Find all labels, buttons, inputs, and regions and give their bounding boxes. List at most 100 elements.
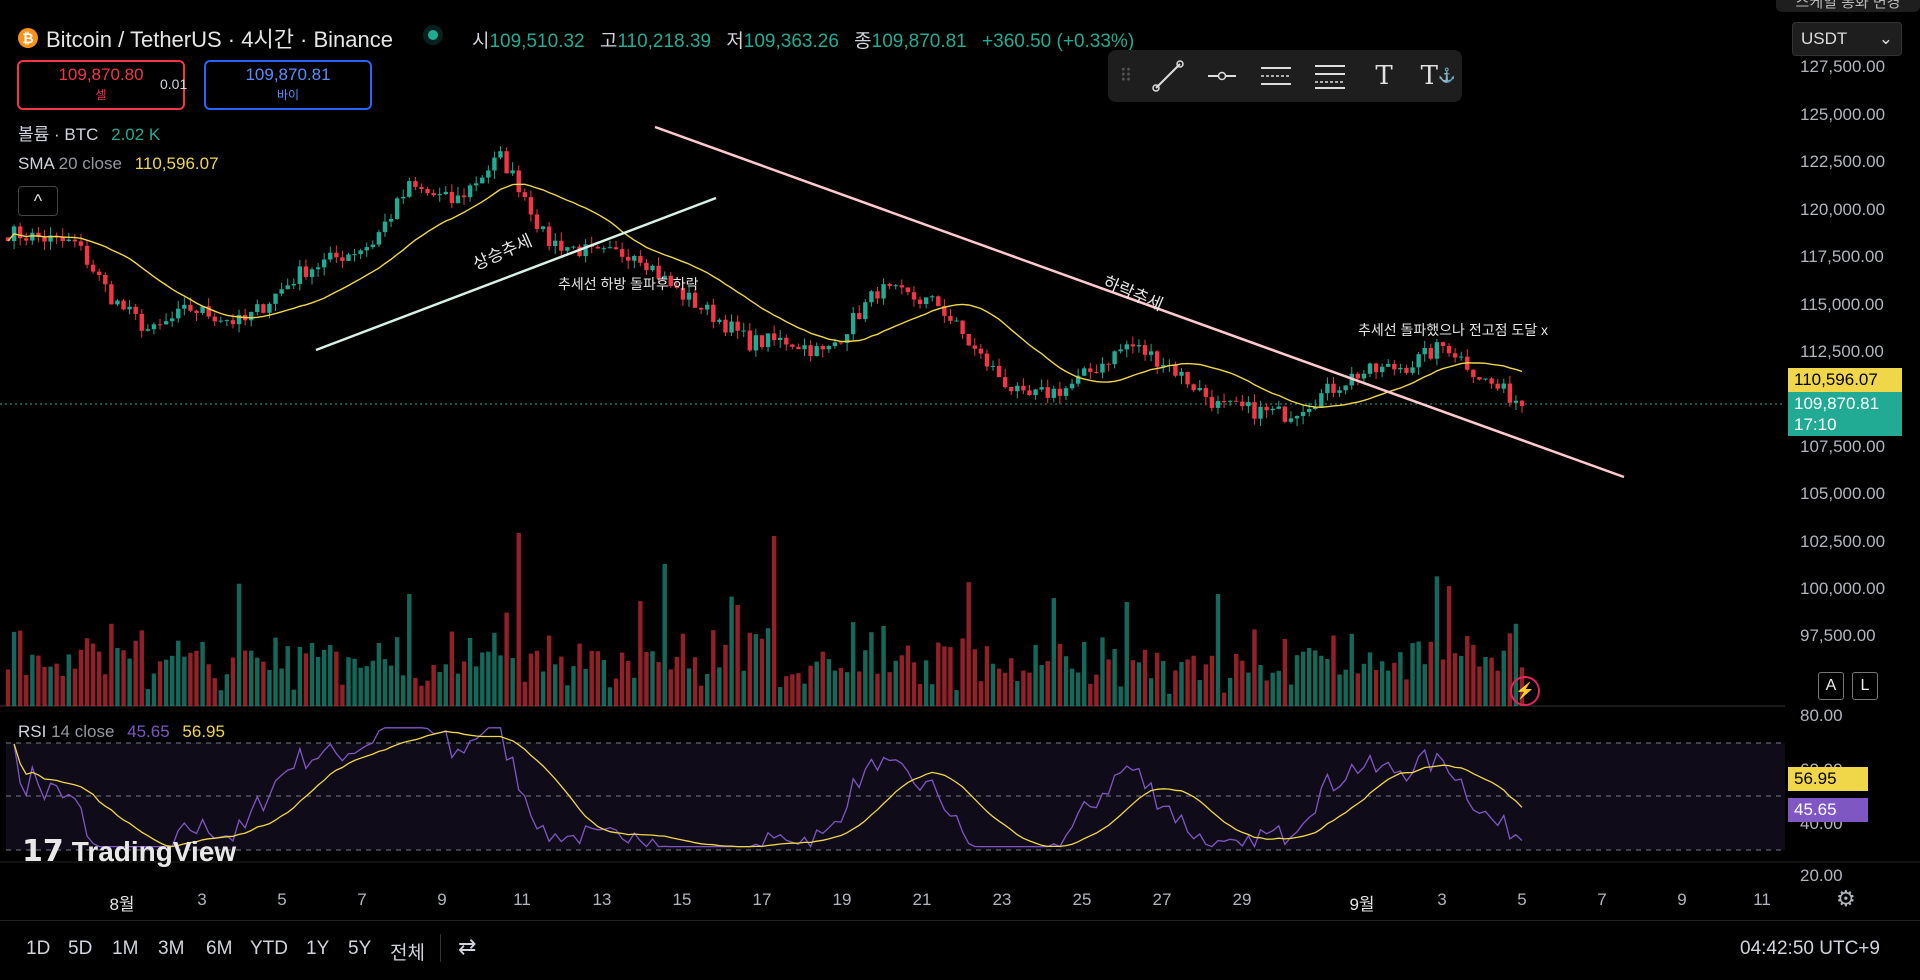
candle-body bbox=[1300, 412, 1306, 416]
candle-body bbox=[321, 259, 327, 268]
candle-body bbox=[1331, 383, 1336, 393]
candle-body bbox=[747, 330, 752, 351]
volume-bar bbox=[42, 667, 47, 706]
candle-body bbox=[218, 320, 224, 322]
volume-bar bbox=[1343, 669, 1348, 706]
anchored-text-icon[interactable]: T ⚓ bbox=[1420, 61, 1456, 91]
clock-time-zone[interactable]: 04:42:50 UTC+9 bbox=[1740, 938, 1880, 959]
buy-price: 109,870.81 bbox=[245, 65, 331, 84]
volume-bar bbox=[528, 653, 534, 706]
candle-body bbox=[662, 275, 667, 279]
breakdown-annotation[interactable]: 추세선 하방 돌파후 하락 bbox=[558, 276, 699, 292]
volume-bar bbox=[680, 633, 686, 706]
parallel-channel-icon[interactable] bbox=[1258, 58, 1294, 94]
candle-body bbox=[1130, 344, 1136, 347]
volume-bar bbox=[1051, 598, 1057, 706]
drag-handle-icon[interactable]: ⠿ bbox=[1119, 65, 1133, 87]
trendline-icon[interactable] bbox=[1150, 58, 1186, 94]
settings-gear-icon[interactable]: ⚙ bbox=[1836, 886, 1856, 911]
fib-icon[interactable] bbox=[1312, 58, 1348, 94]
candle-body bbox=[425, 188, 430, 194]
sell-price: 109,870.80 bbox=[58, 65, 144, 84]
volume-bar bbox=[735, 604, 740, 706]
candle-body bbox=[863, 302, 868, 320]
candle-body bbox=[346, 254, 351, 261]
volume-bar bbox=[893, 660, 898, 706]
candle-body bbox=[224, 320, 230, 322]
horizontal-ray-icon[interactable] bbox=[1204, 58, 1240, 94]
volume-bar bbox=[176, 640, 181, 706]
rsi-legend[interactable]: RSI 14 close 45.65 56.95 bbox=[18, 722, 225, 742]
symbol-title[interactable]: ₿ Bitcoin / TetherUS · 4시간 · Binance bbox=[18, 22, 393, 54]
candle-body bbox=[638, 256, 643, 263]
date-axis-label: 9월 bbox=[1349, 895, 1375, 914]
range-button-1m[interactable]: 1M bbox=[112, 938, 139, 959]
sma-legend-params: 20 close bbox=[58, 154, 122, 173]
candle-body bbox=[188, 304, 193, 311]
lightning-icon[interactable]: ⚡ bbox=[1510, 676, 1540, 706]
volume-bar bbox=[1124, 602, 1129, 706]
candle-body bbox=[814, 345, 819, 357]
range-button-5d[interactable]: 5D bbox=[68, 938, 93, 959]
auto-scale-button[interactable]: A bbox=[1818, 672, 1844, 700]
breakout-annotation[interactable]: 추세선 돌파했으나 전고점 도달 x bbox=[1358, 322, 1548, 338]
candle-body bbox=[206, 306, 211, 317]
chevron-up-icon: ^ bbox=[33, 190, 43, 211]
candle-body bbox=[1258, 406, 1263, 419]
candle-body bbox=[1410, 367, 1415, 373]
volume-bar bbox=[875, 673, 880, 706]
volume-legend[interactable]: 볼륨 · BTC 2.02 K bbox=[18, 120, 160, 145]
sma-legend[interactable]: SMA 20 close 110,596.07 bbox=[18, 154, 219, 174]
volume-bar bbox=[242, 650, 248, 706]
candle-body bbox=[1386, 363, 1391, 367]
volume-bar bbox=[480, 652, 485, 706]
volume-bar bbox=[461, 661, 467, 706]
sell-button[interactable]: 109,870.80 셀 bbox=[17, 60, 185, 110]
range-button-1d[interactable]: 1D bbox=[26, 938, 51, 959]
currency-select[interactable]: USDT ⌄ bbox=[1792, 22, 1902, 56]
open-value: 109,510.32 bbox=[489, 31, 585, 52]
date-axis-label: 27 bbox=[1152, 890, 1172, 909]
volume-bar bbox=[954, 690, 959, 706]
candle-body bbox=[960, 320, 965, 335]
date-range-icon[interactable]: ⇄ bbox=[458, 934, 477, 959]
range-button-1y[interactable]: 1Y bbox=[306, 938, 330, 959]
volume-bar bbox=[595, 651, 600, 706]
volume-bar bbox=[1094, 674, 1099, 706]
candle-body bbox=[382, 221, 388, 233]
date-axis-label: 17 bbox=[752, 890, 772, 909]
buy-button[interactable]: 109,870.81 바이 bbox=[204, 60, 372, 110]
text-icon[interactable]: T bbox=[1375, 61, 1393, 91]
range-button-5y[interactable]: 5Y bbox=[348, 938, 372, 959]
candle-body bbox=[711, 304, 716, 322]
volume-bar bbox=[984, 646, 990, 706]
volume-bar bbox=[656, 662, 661, 706]
candle-body bbox=[1373, 363, 1379, 373]
log-scale-button[interactable]: L bbox=[1852, 672, 1878, 700]
candle-body bbox=[1118, 349, 1123, 352]
volume-bar bbox=[638, 601, 643, 706]
scale-currency-tooltip: 스케일 통화 변경 bbox=[1776, 0, 1920, 12]
low-value: 109,363.26 bbox=[743, 31, 839, 52]
range-button-전체[interactable]: 전체 bbox=[390, 943, 425, 964]
volume-bar bbox=[1373, 669, 1379, 706]
volume-bar bbox=[151, 673, 157, 706]
range-button-ytd[interactable]: YTD bbox=[250, 938, 288, 959]
volume-bar bbox=[778, 687, 783, 706]
candle-body bbox=[522, 192, 528, 198]
candle-body bbox=[844, 334, 850, 343]
volume-bar bbox=[632, 677, 637, 706]
candle-body bbox=[1075, 375, 1081, 384]
collapse-legend-button[interactable]: ^ bbox=[18, 186, 58, 216]
range-button-3m[interactable]: 3M bbox=[158, 938, 185, 959]
range-button-6m[interactable]: 6M bbox=[206, 938, 233, 959]
sma-price-tag: 110,596.07 bbox=[1788, 368, 1902, 392]
candle-body bbox=[115, 300, 120, 305]
candle-body bbox=[1124, 344, 1129, 350]
candle-body bbox=[1367, 363, 1373, 374]
candle-body bbox=[571, 246, 576, 248]
candle-body bbox=[1501, 383, 1506, 389]
volume-bar bbox=[127, 658, 132, 706]
candle-body bbox=[1379, 366, 1385, 373]
